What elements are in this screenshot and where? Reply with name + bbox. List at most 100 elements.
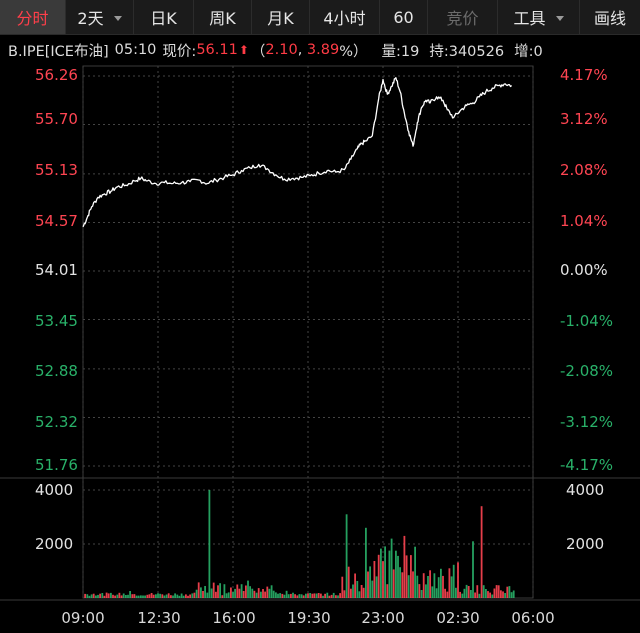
volume-bar [266, 586, 269, 598]
volume-bar [191, 593, 194, 598]
volume-bar [148, 594, 151, 598]
volume-bar [337, 595, 339, 598]
volume-bar [110, 592, 112, 598]
volume-bar [283, 594, 286, 598]
volume-bar [442, 575, 444, 598]
volume-bar [465, 584, 468, 598]
volume-bar [281, 593, 284, 598]
volume-bar [189, 594, 191, 598]
draw-line-button[interactable]: 画线 [593, 9, 626, 28]
volume-bar [172, 595, 174, 598]
volume-bar [401, 572, 404, 598]
quote-infobar: B.IPE[ICE布油] 05:10 现价: 56.11 ⬆ （ 2.10 , … [8, 40, 636, 60]
volume-bar [345, 514, 348, 598]
volume-bar [497, 585, 500, 598]
volume-bar [384, 546, 386, 598]
tab-4hour[interactable]: 4小时 [310, 0, 380, 34]
volume-bar [90, 594, 93, 598]
volume-bar [298, 594, 301, 598]
volume-bar [508, 586, 511, 598]
pct-tick: 1.04% [560, 212, 608, 230]
volume-bar [270, 585, 273, 598]
volume-bar [180, 593, 183, 598]
tab-weekly-k[interactable]: 周K [194, 0, 252, 34]
volume-bar [487, 591, 489, 598]
volume-bar [285, 590, 288, 598]
volume-bar [182, 595, 185, 598]
pct-tick: 4.17% [560, 66, 608, 84]
volume-bar [292, 592, 294, 598]
volume-bar [279, 593, 281, 598]
volume-bar [427, 576, 429, 598]
volume-bar [215, 591, 217, 598]
volume-bar [474, 592, 476, 598]
volume-bar [461, 593, 464, 598]
volume-bar [352, 584, 354, 598]
volume-bar [212, 582, 215, 598]
volume-bar [410, 555, 412, 598]
volume-bar [485, 589, 487, 598]
volume-bar [386, 584, 389, 598]
volume-bar [326, 592, 329, 598]
volume-bar [395, 550, 397, 598]
volume-bar [118, 592, 121, 598]
volume-bar [388, 550, 391, 598]
price-tick: 52.32 [35, 413, 78, 431]
price-tick: 56.26 [35, 66, 78, 84]
volume-bar [510, 592, 513, 598]
time-tick: 12:30 [137, 609, 181, 627]
volume-bar [512, 590, 515, 598]
volume-bar [500, 590, 502, 598]
volume-bar [264, 591, 266, 598]
volume-bar [452, 564, 455, 598]
time-tick: 02:30 [436, 609, 480, 627]
volume-bar [360, 585, 363, 598]
volume-bar [232, 592, 234, 598]
volume-bar [290, 593, 292, 598]
volume-tick: 4000 [566, 481, 605, 499]
volume-bar [95, 595, 97, 598]
volume-bar [84, 593, 86, 598]
volume-bar [440, 568, 442, 598]
tab-daily-k[interactable]: 日K [134, 0, 194, 34]
volume-bar [448, 568, 451, 598]
price-tick: 54.57 [35, 212, 78, 230]
volume-bar [230, 587, 232, 598]
volume-bar [127, 594, 129, 598]
volume-bar [294, 594, 296, 598]
volume-value: 量:19 [381, 43, 420, 60]
volume-bar [210, 588, 213, 598]
volume-bar [307, 593, 309, 598]
tab-intraday[interactable]: 分时 [0, 0, 66, 34]
volume-bar [245, 585, 247, 598]
volume-bar [92, 593, 95, 598]
volume-bar [431, 586, 434, 598]
volume-bar [341, 576, 344, 598]
volume-bar [101, 593, 104, 598]
volume-bar [414, 546, 416, 598]
volume-bar [502, 591, 504, 598]
volume-bar [253, 590, 256, 598]
volume-bar [397, 555, 399, 598]
tab-2day[interactable]: 2天 [66, 0, 134, 34]
price-label: 现价: [162, 43, 197, 60]
volume-bar [262, 589, 264, 598]
volume-bar [268, 588, 271, 598]
volume-bar [328, 595, 331, 598]
volume-bar [425, 584, 427, 598]
volume-bar [313, 593, 316, 598]
time-tick: 16:00 [212, 609, 256, 627]
volume-bar [163, 595, 166, 598]
volume-bar [249, 586, 251, 598]
volume-bar [371, 580, 374, 598]
tab-60min[interactable]: 60 [380, 0, 428, 34]
volume-bar [122, 593, 125, 598]
volume-bar [506, 586, 509, 598]
volume-bar [161, 594, 164, 598]
tab-monthly-k[interactable]: 月K [252, 0, 310, 34]
volume-bar [347, 566, 350, 598]
tools-menu[interactable]: 工具 [498, 0, 580, 34]
volume-bar [420, 590, 423, 598]
volume-bar [367, 571, 369, 598]
